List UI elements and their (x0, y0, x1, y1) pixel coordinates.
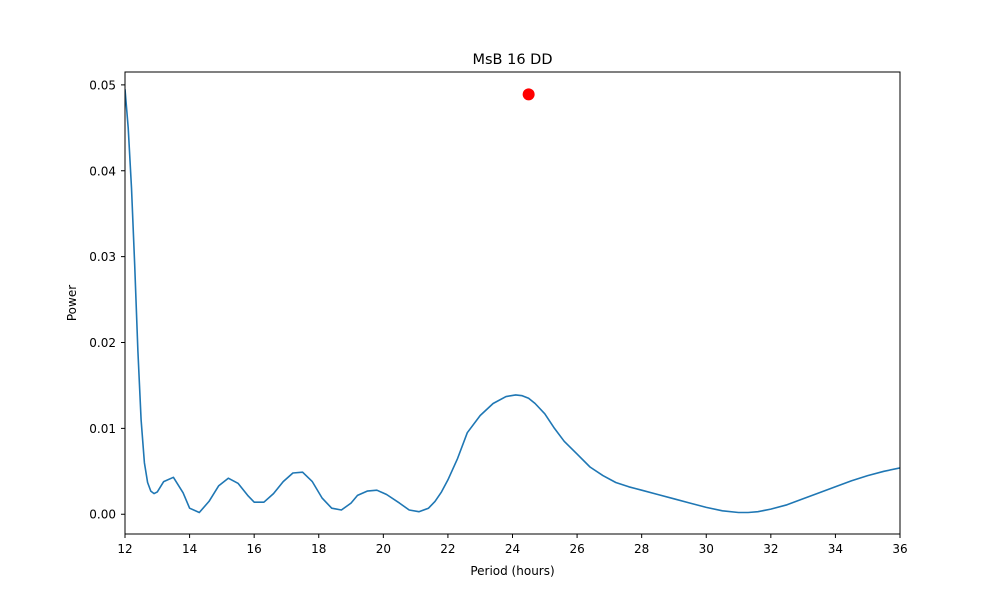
y-axis: 0.00 0.01 0.02 0.03 0.04 0.05 (89, 78, 125, 522)
chart-title: MsB 16 DD (472, 52, 552, 68)
series-line-0 (125, 89, 900, 514)
y-axis-label: Power (65, 285, 79, 321)
x-tick-label: 32 (763, 542, 778, 556)
x-tick-label: 20 (376, 542, 391, 556)
x-tick-label: 22 (440, 542, 455, 556)
x-axis: 12 14 16 18 20 22 24 26 28 30 32 34 36 (117, 534, 908, 556)
x-tick-label: 34 (828, 542, 843, 556)
y-tick-label: 0.00 (89, 508, 116, 522)
x-tick-label: 28 (634, 542, 649, 556)
y-tick-label: 0.05 (89, 78, 116, 92)
x-tick-label: 14 (182, 542, 197, 556)
marker-layer (522, 88, 535, 101)
y-tick-label: 0.01 (89, 422, 116, 436)
x-tick-label: 16 (247, 542, 262, 556)
series-layer (125, 89, 900, 514)
x-tick-label: 36 (892, 542, 907, 556)
x-tick-label: 18 (311, 542, 326, 556)
y-tick-label: 0.03 (89, 250, 116, 264)
x-axis-label: Period (hours) (470, 564, 554, 578)
x-tick-label: 24 (505, 542, 520, 556)
x-tick-label: 30 (699, 542, 714, 556)
x-tick-label: 26 (569, 542, 584, 556)
y-tick-label: 0.04 (89, 164, 116, 178)
peak-marker-point (522, 88, 535, 101)
y-tick-label: 0.02 (89, 336, 116, 350)
x-tick-label: 12 (117, 542, 132, 556)
